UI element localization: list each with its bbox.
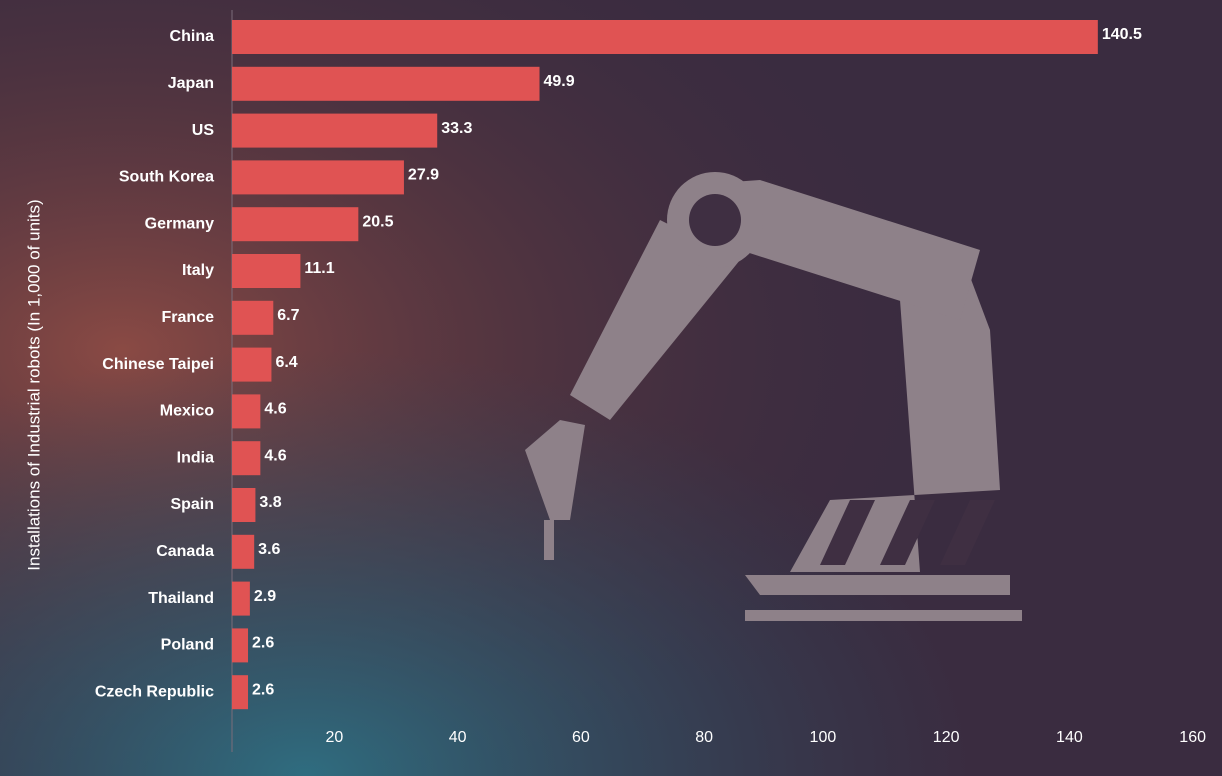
page: Installations of Industrial robots (In 1…	[0, 0, 1222, 776]
y-tick-label: India	[177, 449, 214, 466]
bar	[232, 582, 250, 616]
bar	[232, 675, 248, 709]
value-label: 4.6	[264, 447, 286, 464]
y-tick-label: Chinese Taipei	[102, 356, 214, 373]
bar	[232, 535, 254, 569]
y-tick-label: Japan	[168, 75, 214, 92]
y-tick-label: Czech Republic	[95, 683, 214, 700]
y-tick-label: Mexico	[160, 403, 214, 420]
bar	[232, 301, 273, 335]
value-label: 2.6	[252, 635, 274, 652]
chart: Installations of Industrial robots (In 1…	[0, 0, 1222, 776]
x-tick-label: 140	[1056, 729, 1083, 746]
bar	[232, 114, 437, 148]
x-tick-label: 60	[572, 729, 590, 746]
value-label: 140.5	[1102, 26, 1142, 43]
bar	[232, 628, 248, 662]
value-label: 6.7	[277, 307, 299, 324]
y-tick-label: South Korea	[119, 169, 214, 186]
bar	[232, 488, 255, 522]
bar	[232, 394, 260, 428]
bar	[232, 254, 300, 288]
bar	[232, 67, 540, 101]
y-tick-label: China	[170, 28, 215, 45]
x-tick-label: 160	[1179, 729, 1206, 746]
x-tick-label: 80	[695, 729, 713, 746]
bar	[232, 207, 358, 241]
y-axis-label: Installations of Industrial robots (In 1…	[24, 199, 43, 570]
value-label: 27.9	[408, 167, 439, 184]
y-tick-label: Italy	[182, 262, 214, 279]
bar	[232, 348, 271, 382]
value-label: 2.6	[252, 681, 274, 698]
bar	[232, 160, 404, 194]
x-tick-label: 20	[325, 729, 343, 746]
y-tick-label: US	[192, 122, 215, 139]
y-tick-label: Thailand	[148, 590, 214, 607]
value-label: 6.4	[275, 354, 297, 371]
y-tick-label: Poland	[161, 637, 214, 654]
value-label: 11.1	[304, 260, 334, 277]
value-label: 49.9	[544, 73, 575, 90]
y-tick-label: France	[162, 309, 215, 326]
x-tick-label: 40	[449, 729, 467, 746]
value-label: 3.6	[258, 541, 280, 558]
y-tick-label: Spain	[170, 496, 214, 513]
x-tick-label: 120	[933, 729, 960, 746]
value-label: 3.8	[259, 494, 281, 511]
value-label: 4.6	[264, 401, 286, 418]
value-label: 20.5	[362, 213, 393, 230]
value-label: 33.3	[441, 120, 472, 137]
x-tick-label: 100	[810, 729, 837, 746]
value-label: 2.9	[254, 588, 276, 605]
y-tick-label: Germany	[145, 215, 214, 232]
bar	[232, 441, 260, 475]
bar	[232, 20, 1098, 54]
y-tick-label: Canada	[156, 543, 214, 560]
